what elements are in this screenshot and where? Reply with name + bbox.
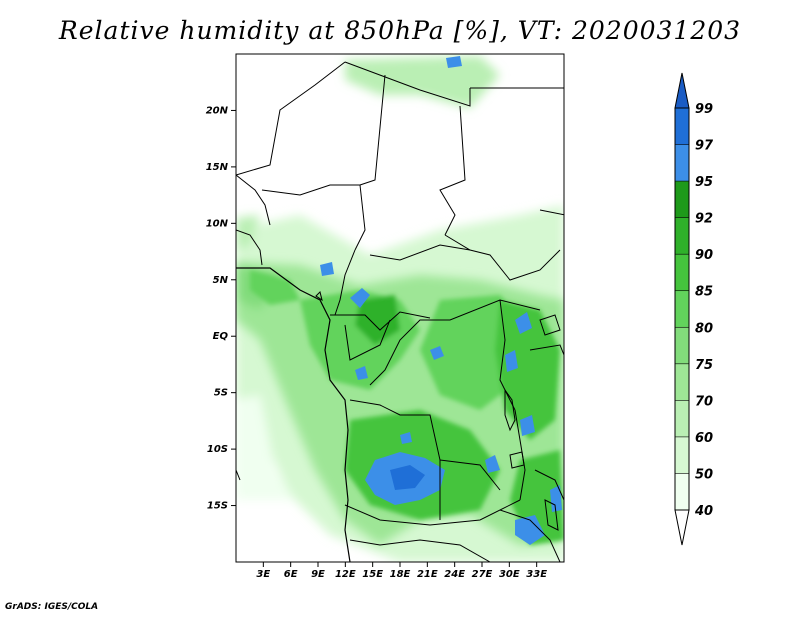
lon-tick-label: 9E — [311, 569, 325, 580]
colorbar-band — [675, 290, 689, 328]
colorbar-lower-arrow — [674, 509, 690, 546]
longitude-axis: 3E 6E 9E 12E 15E 18E 21E 24E 27E 30E 33E — [256, 562, 547, 580]
lat-tick-label: 5N — [213, 275, 229, 286]
colorbar-label: 85 — [695, 285, 713, 300]
colorbar-label: 90 — [695, 248, 713, 263]
colorbar-label: 92 — [695, 212, 713, 227]
lon-tick-label: 27E — [472, 569, 493, 580]
map-title: Relative humidity at 850hPa [%], VT: 202… — [58, 16, 742, 45]
colorbar-label: 70 — [695, 394, 713, 409]
colorbar-band — [675, 181, 689, 218]
lon-tick-label: 33E — [526, 569, 547, 580]
lon-tick-label: 3E — [256, 569, 270, 580]
colorbar-band — [675, 144, 689, 182]
colorbar-band — [675, 400, 689, 437]
colorbar-band — [675, 473, 689, 510]
colorbar-band — [675, 363, 689, 401]
humidity-layer-saturated — [320, 56, 562, 545]
lon-tick-label: 30E — [499, 569, 520, 580]
lon-tick-label: 6E — [284, 569, 298, 580]
lakes — [315, 291, 561, 531]
lon-tick-label: 12E — [335, 569, 356, 580]
colorbar-label: 95 — [695, 175, 713, 190]
lon-tick-label: 15E — [362, 569, 383, 580]
lat-tick-label: EQ — [213, 331, 229, 342]
grads-credit: GrADS: IGES/COLA — [5, 602, 99, 612]
humidity-field — [236, 54, 564, 562]
lat-tick-label: 10N — [206, 218, 229, 229]
colorbar-band — [675, 436, 689, 474]
colorbar-label: 40 — [694, 504, 713, 519]
colorbar-label: 60 — [695, 431, 713, 446]
colorbar-band — [675, 217, 689, 255]
lat-tick-label: 15S — [207, 501, 228, 512]
colorbar-band — [675, 254, 689, 291]
lat-tick-label: 10S — [207, 444, 228, 455]
coastline — [236, 267, 351, 562]
country-borders — [236, 61, 564, 562]
colorbar-label: 99 — [695, 102, 713, 117]
latitude-axis: 20N 15N 10N 5N EQ 5S 10S 15S — [206, 105, 236, 512]
lon-tick-label: 21E — [417, 569, 438, 580]
lon-tick-label: 18E — [390, 569, 411, 580]
lat-tick-label: 20N — [206, 105, 229, 116]
lat-tick-label: 5S — [214, 388, 228, 399]
colorbar-label: 50 — [695, 467, 713, 482]
colorbar-label: 97 — [695, 139, 714, 154]
colorbar-band — [675, 327, 689, 364]
lon-tick-label: 24E — [444, 569, 465, 580]
lat-tick-label: 15N — [206, 162, 229, 173]
colorbar-band — [675, 108, 689, 145]
colorbar-label: 75 — [695, 358, 713, 373]
colorbar-upper-arrow — [674, 72, 690, 109]
colorbar: 40 50 60 70 75 80 85 90 92 95 97 99 — [674, 72, 714, 546]
colorbar-label: 80 — [695, 321, 713, 336]
